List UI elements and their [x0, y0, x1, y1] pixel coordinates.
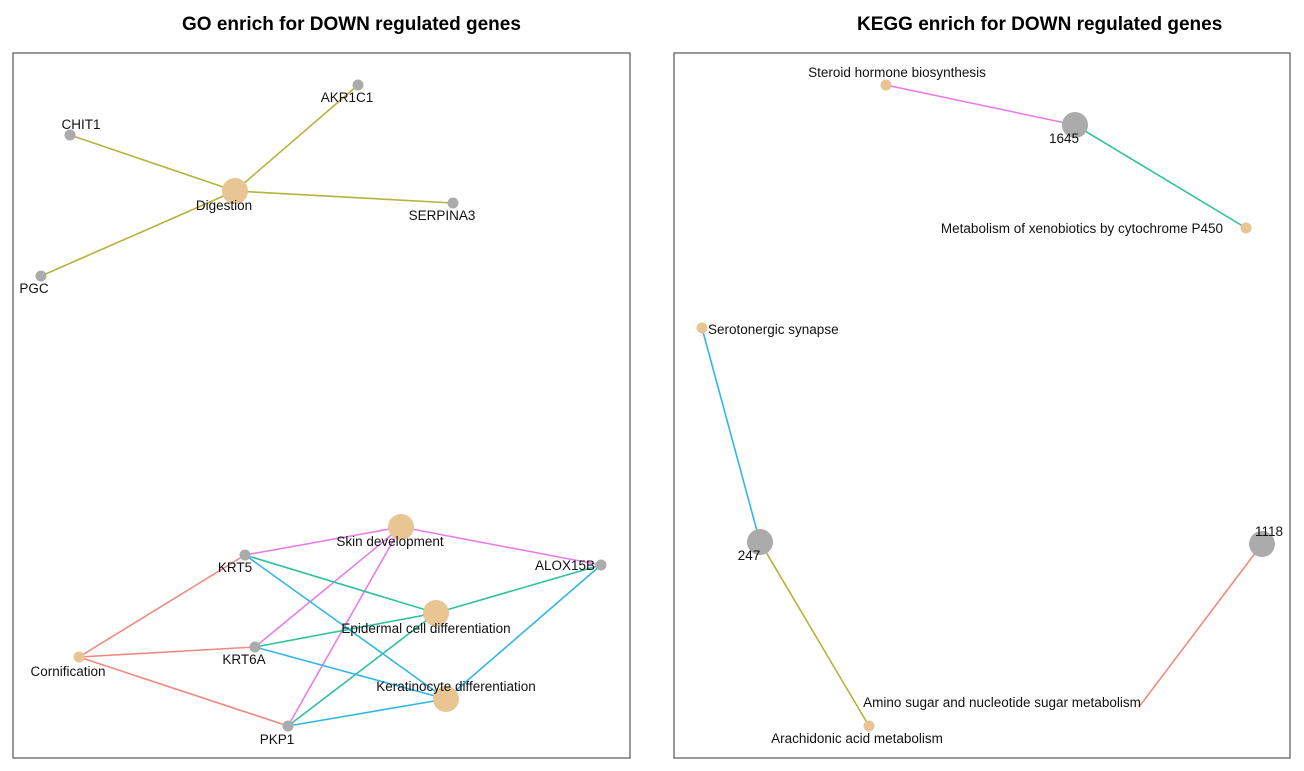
go-node-akr1c1	[352, 79, 364, 91]
go-edge-digestion-akr1c1	[234, 84, 359, 192]
go-label-alox15b: ALOX15B	[535, 558, 595, 573]
kegg-label-amino: Amino sugar and nucleotide sugar metabol…	[863, 695, 1141, 710]
go-label-chit1: CHIT1	[61, 117, 100, 132]
go-node-krt6a	[249, 641, 261, 653]
kegg-edge-g1645-xeno	[1074, 124, 1247, 229]
go-edge-skin_dev-krt5	[244, 526, 402, 556]
go-edge-cornification-pkp1	[78, 656, 289, 727]
go-panel-title: GO enrich for DOWN regulated genes	[182, 14, 521, 35]
kegg-edge-steroid-g1645	[885, 84, 1076, 126]
kegg-label-steroid: Steroid hormone biosynthesis	[808, 65, 986, 80]
kegg-label-g1118: 1118	[1255, 524, 1283, 539]
go-edge-epidermal-pkp1	[287, 612, 437, 727]
kegg-node-xeno	[1240, 222, 1252, 234]
kegg-label-xeno: Metabolism of xenobiotics by cytochrome …	[941, 221, 1223, 236]
go-node-keratinocyte	[433, 686, 459, 712]
go-edge-epidermal-krt6a	[254, 612, 437, 648]
go-edge-cornification-krt6a	[78, 646, 256, 658]
kegg-node-g1118	[1249, 531, 1275, 557]
kegg-edge-g247-arach	[759, 541, 870, 727]
go-edge-epidermal-krt5	[244, 554, 437, 614]
go-node-cornification	[73, 651, 85, 663]
go-label-pkp1: PKP1	[260, 732, 295, 747]
kegg-node-arach	[863, 720, 875, 732]
kegg-node-g1645	[1062, 112, 1088, 138]
go-node-epidermal	[423, 600, 449, 626]
go-edge-skin_dev-krt6a	[254, 526, 402, 648]
kegg-panel-frame	[673, 52, 1291, 759]
go-label-epidermal: Epidermal cell differentiation	[341, 621, 510, 636]
kegg-label-g1645: 1645	[1049, 131, 1079, 146]
go-node-chit1	[64, 129, 76, 141]
go-label-krt6a: KRT6A	[222, 652, 265, 667]
go-edge-keratinocyte-krt5	[244, 554, 447, 700]
kegg-label-arach: Arachidonic acid metabolism	[771, 731, 943, 746]
go-edge-cornification-krt5	[78, 554, 246, 658]
kegg-panel-title: KEGG enrich for DOWN regulated genes	[857, 14, 1223, 35]
go-edge-epidermal-alox15b	[435, 564, 602, 614]
kegg-label-sero: Serotonergic synapse	[708, 322, 839, 337]
go-panel-frame	[12, 52, 631, 759]
go-label-skin_dev: Skin development	[336, 534, 444, 549]
go-node-alox15b	[595, 559, 607, 571]
go-node-digestion	[222, 178, 248, 204]
go-edge-digestion-pgc	[40, 190, 236, 277]
go-label-cornification: Cornification	[30, 664, 105, 679]
kegg-node-sero	[696, 322, 708, 334]
go-label-serpina3: SERPINA3	[409, 208, 476, 223]
kegg-label-g247: 247	[738, 548, 761, 563]
go-label-digestion: Digestion	[196, 198, 252, 213]
go-label-krt5: KRT5	[218, 560, 252, 575]
go-node-krt5	[239, 549, 251, 561]
kegg-node-steroid	[880, 79, 892, 91]
go-node-pkp1	[282, 720, 294, 732]
go-label-pgc: PGC	[19, 281, 49, 296]
go-edge-keratinocyte-krt6a	[254, 646, 447, 700]
go-node-serpina3	[447, 197, 459, 209]
kegg-edge-sero-g247	[701, 327, 761, 543]
go-node-pgc	[35, 270, 47, 282]
go-edge-keratinocyte-pkp1	[287, 698, 447, 727]
go-edge-digestion-chit1	[69, 134, 236, 192]
go-edge-skin_dev-alox15b	[400, 526, 602, 566]
kegg-edge-g1118-amino	[1138, 543, 1263, 708]
go-edge-keratinocyte-alox15b	[445, 564, 602, 700]
go-label-akr1c1: AKR1C1	[321, 90, 374, 105]
go-node-skin_dev	[388, 514, 414, 540]
go-edge-digestion-serpina3	[234, 190, 454, 204]
kegg-node-g247	[747, 529, 773, 555]
go-label-keratinocyte: Keratinocyte differentiation	[376, 679, 536, 694]
